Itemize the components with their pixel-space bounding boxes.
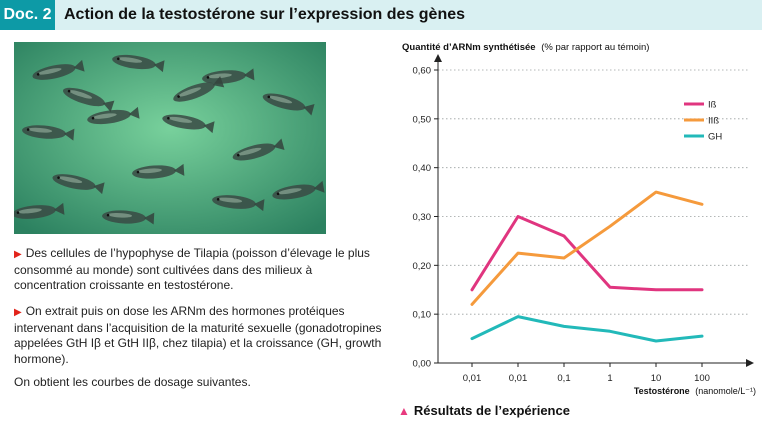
y-tick-label: 0,20 — [413, 261, 432, 272]
series-line-IIß — [470, 190, 704, 306]
y-axis-label: Quantité d’ARNm synthétisée (% par rappo… — [402, 42, 649, 53]
fish-shape — [202, 68, 255, 84]
legend-label: IIß — [708, 116, 719, 127]
y-tick-label: 0,40 — [413, 163, 432, 174]
tilapia-photo — [14, 42, 326, 234]
fish-shape — [162, 114, 215, 134]
y-tick-label: 0,30 — [413, 212, 432, 223]
fish-shape — [232, 138, 285, 161]
legend-label: GH — [708, 132, 722, 143]
fish-shape — [132, 163, 185, 179]
y-tick-labels: 0,00 0,10 0,20 0,30 0,40 0,50 0,60 — [413, 66, 438, 370]
fish-shape — [87, 106, 140, 125]
x-axis-arrow-icon — [746, 359, 754, 367]
fish-shape — [62, 87, 115, 112]
fish-shape — [262, 93, 315, 116]
paragraph-3: On obtient les courbes de dosage suivant… — [14, 375, 384, 391]
caption-triangle-icon: ▲ — [398, 404, 410, 418]
series-line-Iß — [470, 215, 704, 292]
fish-shape — [32, 59, 85, 80]
y-axis-label-bold: Quantité d’ARNm synthétisée — [402, 42, 536, 53]
line-chart: Quantité d’ARNm synthétisée (% par rappo… — [402, 42, 756, 396]
x-tick-label: 1 — [607, 373, 612, 384]
document-header: Doc. 2 Action de la testostérone sur l’e… — [0, 0, 762, 30]
paragraph-1: ▶ Des cellules de l’hypophyse de Tilapia … — [14, 246, 384, 294]
paragraph-1-text: Des cellules de l’hypophyse de Tilapia (… — [14, 246, 370, 292]
fish-shape — [272, 180, 325, 200]
fish-shape — [14, 202, 65, 219]
x-tick-label: 0,01 — [463, 373, 482, 384]
fish-shape — [102, 210, 155, 225]
x-axis-label-bold: Testostérone — [634, 386, 690, 396]
x-tick-label: 0,01 — [509, 373, 528, 384]
fish-shape — [173, 76, 225, 102]
x-tick-labels: 0,01 0,01 0,1 1 10 100 — [463, 363, 710, 384]
x-axis-label-note: (nanomole/L⁻¹) — [695, 386, 756, 396]
x-tick-label: 100 — [694, 373, 710, 384]
paragraph-2-text: On extrait puis on dose les ARNm des hor… — [14, 304, 382, 366]
fish-shape — [22, 125, 75, 141]
series-line-GH — [470, 315, 704, 343]
y-tick-label: 0,60 — [413, 66, 432, 77]
y-axis-arrow-icon — [434, 54, 442, 62]
y-axis-label-note: (% par rapport au témoin) — [541, 42, 649, 53]
doc-number-badge: Doc. 2 — [0, 0, 55, 30]
fish-shape — [212, 195, 265, 212]
fish-group — [14, 54, 325, 225]
x-tick-label: 10 — [651, 373, 662, 384]
chart-grid — [438, 69, 750, 315]
paragraph-3-text: On obtient les courbes de dosage suivant… — [14, 375, 251, 389]
bullet-icon: ▶ — [14, 249, 22, 260]
fish-shape — [52, 174, 105, 195]
figure-caption: ▲ Résultats de l’expérience — [398, 403, 570, 418]
bullet-icon: ▶ — [14, 307, 22, 318]
chart-series — [470, 190, 704, 343]
y-tick-label: 0,00 — [413, 359, 432, 370]
x-axis-label: Testostérone (nanomole/L⁻¹) — [634, 386, 756, 396]
doc-title: Action de la testostérone sur l’expressi… — [64, 6, 466, 23]
x-tick-label: 0,1 — [557, 373, 570, 384]
y-tick-label: 0,10 — [413, 310, 432, 321]
fish-school-illustration — [14, 42, 326, 234]
y-tick-label: 0,50 — [413, 114, 432, 125]
chart-legend: Iß IIß GH — [684, 100, 722, 143]
legend-label: Iß — [708, 100, 717, 111]
fish-shape — [112, 54, 165, 73]
paragraph-2: ▶ On extrait puis on dose les ARNm des ho… — [14, 304, 384, 367]
caption-text: Résultats de l’expérience — [413, 403, 570, 418]
